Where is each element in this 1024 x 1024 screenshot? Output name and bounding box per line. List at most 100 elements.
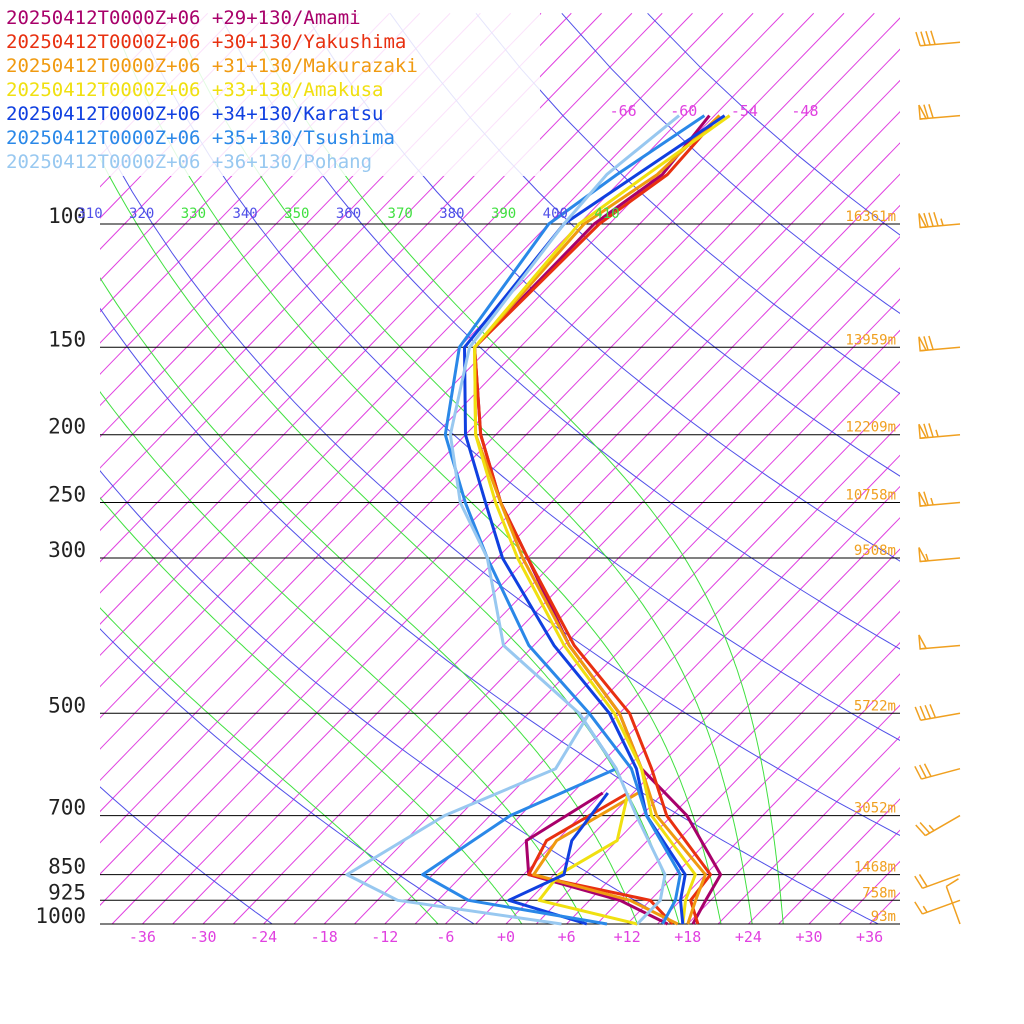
axis-labels: 100 16361m 150 13959m 200 12209m 250 10758m 300 9… <box>35 102 896 946</box>
wind-barb-half-flag <box>922 905 928 913</box>
height-label: 13959m <box>845 332 896 348</box>
pressure-label: 850 <box>48 855 86 879</box>
pressure-label: 150 <box>48 327 86 351</box>
wind-barb-flag <box>924 704 932 719</box>
temperature-tick-label: -36 <box>129 928 156 946</box>
dewpoint-line <box>345 712 591 926</box>
wind-barb-flag <box>923 104 929 119</box>
temperature-tick-label: +24 <box>735 928 762 946</box>
theta-label: 340 <box>232 206 257 222</box>
wind-barb-pennant <box>918 423 928 440</box>
sounding-series <box>345 114 731 926</box>
wind-barb <box>914 763 961 780</box>
wind-barb-half-flag <box>925 553 929 561</box>
wind-barb-flag <box>928 212 934 227</box>
wind-barb <box>915 814 961 837</box>
isotherm-line <box>100 12 875 813</box>
pressure-label: 100 <box>48 204 86 228</box>
dewpoint-line <box>507 792 609 926</box>
isotherm-line <box>172 173 900 924</box>
temperature-tick-label: +6 <box>558 928 576 946</box>
wind-barb-flag <box>923 212 929 228</box>
temperature-tick-label: -6 <box>436 928 454 946</box>
moist-adiabat-line <box>100 496 523 924</box>
height-label: 16361m <box>845 209 896 225</box>
theta-label: 410 <box>594 206 619 222</box>
isotherm-line <box>100 12 845 782</box>
isotherm-line <box>100 12 693 625</box>
wind-barb <box>918 104 961 120</box>
dewpoint-line <box>527 791 674 926</box>
isotherm-line <box>354 360 900 924</box>
dry-adiabat-line <box>389 13 900 477</box>
legend-entry: 20250412T0000Z+06 +36+130/Pohang <box>6 151 372 173</box>
isotherm-line <box>445 454 900 924</box>
theta-label: 400 <box>543 206 568 222</box>
height-label: 93m <box>871 909 896 925</box>
isotherm-line <box>100 12 724 657</box>
theta-label: 390 <box>491 206 516 222</box>
isobar-lines <box>100 223 900 925</box>
isotherm-line <box>384 392 900 924</box>
pressure-label: 500 <box>48 693 86 717</box>
wind-barb-half-flag <box>928 824 935 832</box>
dry-adiabat-line <box>218 13 900 650</box>
temperature-tick-label: +0 <box>497 928 515 946</box>
temperature-tick-label: -12 <box>371 928 398 946</box>
pressure-label: 925 <box>48 880 86 904</box>
legend-entry: 20250412T0000Z+06 +35+130/Tsushima <box>6 127 395 149</box>
wind-barb-staff <box>924 814 961 837</box>
temperature-line <box>473 114 721 925</box>
isotherm-line <box>475 485 900 924</box>
height-label: 12209m <box>845 420 896 436</box>
wind-barb-flag <box>915 824 926 837</box>
wind-barb-flag <box>919 821 931 834</box>
isotherm-line <box>626 642 900 924</box>
wind-barb-flag <box>914 901 924 915</box>
theta-label: 320 <box>129 206 154 222</box>
wind-barb-half-flag <box>935 429 939 437</box>
wind-barb <box>918 212 961 229</box>
wind-barb-staff <box>920 41 961 47</box>
temperature-tick-label: -30 <box>189 928 216 946</box>
height-label: 1468m <box>854 860 896 876</box>
isotherm-line <box>566 579 900 924</box>
dry-adiabat-line <box>100 470 678 924</box>
upper-isotherm-label: -48 <box>791 102 818 120</box>
isotherm-line <box>778 798 900 924</box>
wind-barb-staff <box>921 767 961 780</box>
wind-barb-flag <box>914 706 922 721</box>
wind-barb-flag <box>923 423 929 438</box>
dry-adiabat-line <box>100 307 880 924</box>
dry-adiabat-line <box>303 13 900 562</box>
height-label: 5722m <box>854 698 896 714</box>
isotherm-line <box>808 829 900 924</box>
isotherm-line <box>323 329 900 924</box>
wind-barb-pennant <box>918 213 928 229</box>
height-label: 758m <box>862 885 896 901</box>
isotherm-line <box>263 267 900 924</box>
pressure-label: 1000 <box>35 904 86 928</box>
dry-adiabat-line <box>100 628 476 924</box>
isotherm-line <box>899 923 900 924</box>
isotherm-line <box>535 548 900 924</box>
temperature-line <box>473 114 721 925</box>
legend-entry: 20250412T0000Z+06 +33+130/Amakusa <box>6 79 384 101</box>
theta-label: 350 <box>284 206 309 222</box>
dry-adiabat-line <box>100 786 274 924</box>
dry-adiabat-line <box>100 132 900 837</box>
wind-barb-flag <box>915 31 921 46</box>
temperature-line <box>443 114 706 925</box>
temperature-line <box>473 114 731 925</box>
temperature-tick-label: +12 <box>614 928 641 946</box>
isotherm-line <box>991 13 1024 924</box>
isotherm-line <box>232 235 900 924</box>
wind-barb-flag <box>923 763 932 777</box>
height-label: 10758m <box>845 488 896 504</box>
moist-adiabat-line <box>100 157 680 924</box>
wind-barb-half-flag <box>940 218 944 226</box>
moist-adiabat-line <box>100 277 639 924</box>
legend-entry: 20250412T0000Z+06 +29+130/Amami <box>6 7 361 29</box>
wind-barb-staff <box>945 886 961 925</box>
